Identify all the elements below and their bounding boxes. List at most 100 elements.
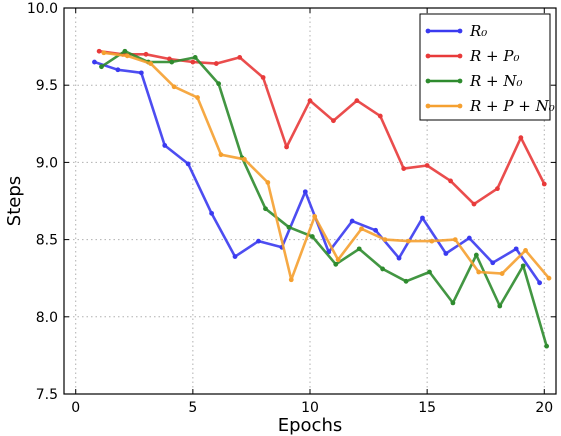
data-point <box>546 275 552 281</box>
data-point <box>209 210 215 216</box>
axis-ticks: 0 5 10 15 20 7.5 8.0 8.5 9.0 9.5 10.0 <box>27 1 556 416</box>
data-point <box>518 135 524 141</box>
data-point <box>354 98 360 104</box>
data-point <box>356 246 362 252</box>
data-point <box>377 113 383 119</box>
series-line <box>98 49 546 206</box>
data-point <box>96 48 102 54</box>
data-point <box>424 163 430 168</box>
x-tick-label: 5 <box>188 400 197 416</box>
data-point <box>466 235 472 241</box>
data-point <box>349 218 355 224</box>
data-point <box>448 178 453 184</box>
x-tick-label: 10 <box>301 400 319 416</box>
data-point <box>242 156 247 162</box>
legend-entry: R₀ <box>425 22 487 40</box>
data-point <box>162 143 168 148</box>
data-point <box>216 81 222 87</box>
legend-marker <box>457 78 463 84</box>
y-tick-label: 10.0 <box>27 1 58 17</box>
data-point <box>256 238 261 244</box>
x-tick-label: 0 <box>71 400 80 416</box>
data-point <box>497 303 503 309</box>
legend-marker <box>457 28 463 34</box>
data-point <box>452 237 458 243</box>
legend-label: R + N₀ <box>469 72 523 90</box>
data-point <box>169 59 175 65</box>
legend-marker <box>425 53 431 59</box>
data-point <box>288 277 294 283</box>
data-point <box>333 261 339 267</box>
data-point <box>396 255 402 261</box>
legend-entry: R + N₀ <box>425 72 523 90</box>
y-tick-label: 8.5 <box>36 233 58 249</box>
y-tick-label: 8.0 <box>36 310 58 326</box>
data-point <box>406 238 411 244</box>
x-tick-label: 15 <box>418 400 436 416</box>
data-point <box>537 280 542 286</box>
data-point <box>335 257 341 263</box>
data-point <box>143 51 149 57</box>
data-point <box>185 161 191 167</box>
data-point <box>122 48 128 54</box>
legend-label: R + P₀ <box>469 47 520 65</box>
data-point <box>495 186 500 192</box>
data-point <box>138 70 144 76</box>
data-point <box>523 248 528 253</box>
legend: R₀ R + P₀ R + N₀ R + P + N₀ <box>419 13 555 121</box>
data-point <box>429 238 435 244</box>
data-point <box>284 144 289 150</box>
data-point <box>192 55 198 60</box>
legend-marker <box>425 103 431 109</box>
data-point <box>331 118 336 124</box>
data-point <box>99 64 104 70</box>
legend-entry: R + P + N₀ <box>425 97 555 115</box>
series-1 <box>96 48 547 207</box>
data-point <box>420 215 425 221</box>
data-point <box>380 266 386 272</box>
series-3 <box>101 50 552 283</box>
x-tick-label: 20 <box>535 400 553 416</box>
data-point <box>101 50 107 56</box>
data-point <box>401 166 407 171</box>
data-point <box>307 98 313 104</box>
series-line <box>103 51 550 282</box>
data-point <box>124 53 130 59</box>
y-tick-label: 9.5 <box>36 78 58 94</box>
data-point <box>473 252 479 258</box>
legend-label: R₀ <box>469 22 487 40</box>
data-point <box>92 59 97 65</box>
data-point <box>499 271 505 276</box>
y-tick-label: 7.5 <box>36 387 58 403</box>
data-point <box>427 269 432 275</box>
data-point <box>302 189 308 195</box>
data-point <box>450 300 456 306</box>
data-point <box>490 260 496 266</box>
data-point <box>232 254 238 259</box>
data-point <box>513 246 519 252</box>
data-point <box>403 278 409 284</box>
legend-marker <box>425 78 431 84</box>
y-axis-title: Steps <box>4 176 25 226</box>
data-point <box>544 343 550 349</box>
series-lines <box>92 48 552 349</box>
data-point <box>309 234 315 239</box>
legend-entry: R + P₀ <box>425 47 520 65</box>
data-point <box>263 206 268 212</box>
data-point <box>213 61 219 66</box>
data-point <box>218 152 224 158</box>
legend-marker <box>457 103 463 109</box>
y-tick-label: 9.0 <box>36 155 58 171</box>
data-point <box>312 214 318 219</box>
data-point <box>148 61 154 66</box>
x-axis-title: Epochs <box>278 415 343 436</box>
data-point <box>476 269 482 275</box>
data-point <box>541 181 547 187</box>
data-point <box>286 224 292 230</box>
legend-marker <box>457 53 463 59</box>
data-point <box>471 201 477 207</box>
data-point <box>520 263 526 269</box>
data-point <box>237 55 243 60</box>
data-point <box>373 227 378 233</box>
